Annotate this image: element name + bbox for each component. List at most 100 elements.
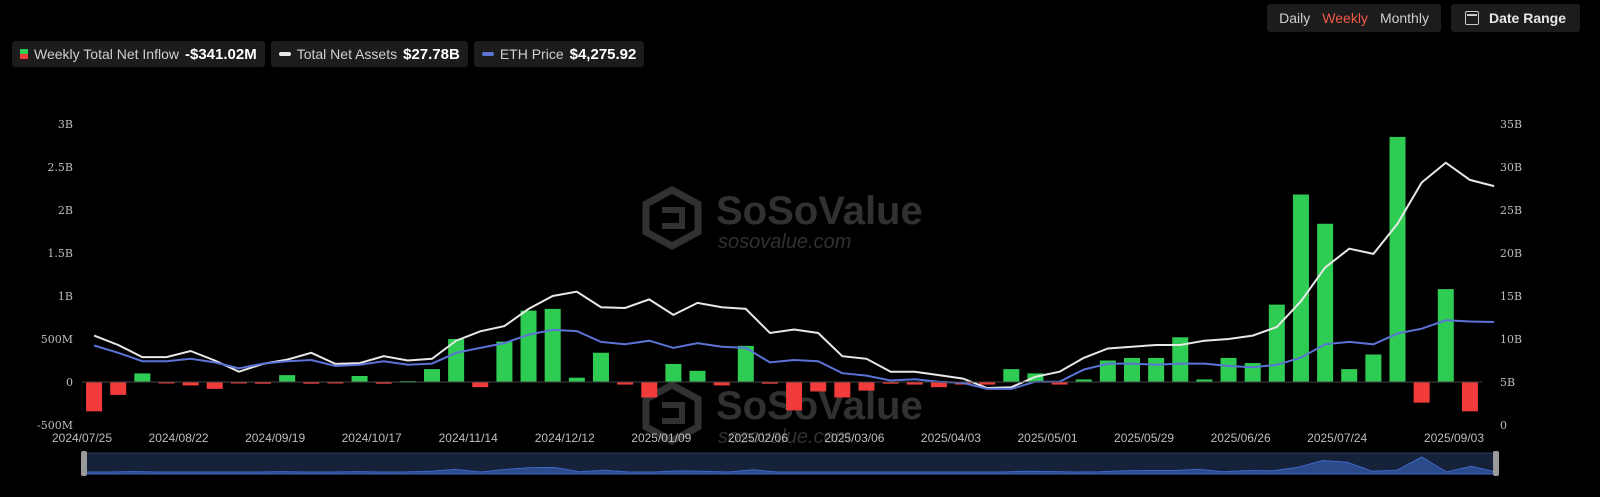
watermark-site: sosovalue.com	[718, 426, 851, 448]
inflow-bar	[1317, 223, 1334, 382]
left-axis-tick: 2B	[58, 204, 73, 217]
inflow-bar	[544, 308, 561, 382]
total-net-assets-line	[93, 161, 1495, 390]
inflow-bar	[182, 382, 199, 386]
inflow-bar	[641, 382, 658, 398]
sosovalue-logo-icon	[662, 402, 685, 424]
inflow-bar	[737, 345, 754, 382]
inflow-bar	[568, 377, 585, 382]
x-axis-tick: 2024/12/12	[535, 431, 595, 445]
inflow-bar	[858, 382, 875, 391]
inflow-bar	[592, 352, 609, 382]
inflow-bar	[930, 382, 947, 388]
inflow-bar	[1172, 337, 1189, 382]
inflow-bar	[761, 382, 778, 384]
x-axis-tick: 2025/02/06	[728, 431, 788, 445]
inflow-bar	[520, 310, 537, 382]
inflow-bar	[1461, 382, 1478, 412]
axes: 3B 2.5B 2B 1.5B 1B 500M 0 -500M 35B 30B 25B 20B 15B 1…	[37, 118, 1522, 445]
inflow-bar	[255, 382, 272, 384]
inflow-bar	[472, 382, 489, 388]
date-range-label: Date Range	[1488, 10, 1566, 26]
inflow-bar	[1413, 382, 1430, 403]
inflow-bar	[617, 382, 634, 385]
period-selector: Daily Weekly Monthly	[1267, 4, 1441, 32]
range-scroller[interactable]	[81, 451, 1499, 476]
x-axis-tick: 2025/03/06	[824, 431, 884, 445]
inflow-bar	[1099, 360, 1116, 382]
inflow-bar	[1292, 194, 1309, 382]
sosovalue-logo-icon	[642, 381, 702, 445]
inflow-bar	[303, 382, 320, 384]
line-swatch-icon	[481, 52, 494, 56]
inflow-bars	[86, 136, 1478, 412]
x-axis-tick: 2025/01/09	[631, 431, 691, 445]
left-axis-tick: 0	[66, 376, 73, 389]
inflow-bar	[689, 370, 706, 382]
legend-inflow-value: -$341.02M	[185, 45, 257, 63]
inflow-bar	[834, 382, 851, 398]
line-swatch-icon	[278, 52, 291, 56]
legend-inflow[interactable]: Weekly Total Net Inflow -$341.02M	[12, 41, 265, 67]
scroller-preview	[83, 456, 1497, 475]
legend: Weekly Total Net Inflow -$341.02M Total …	[12, 41, 645, 67]
toolbar: Daily Weekly Monthly Date Range	[1267, 4, 1580, 32]
inflow-bar	[279, 375, 296, 382]
right-axis-tick: 15B	[1500, 290, 1522, 303]
right-axis-tick: 20B	[1500, 247, 1522, 260]
left-axis-tick: 1.5B	[47, 247, 73, 260]
inflow-bar	[375, 382, 392, 384]
inflow-bar	[1051, 382, 1068, 385]
watermark: SoSoValuesosovalue.comSoSoValuesosovalue…	[642, 186, 923, 448]
inflow-bar	[496, 341, 513, 382]
right-axis-tick: 5B	[1500, 376, 1515, 389]
right-axis-tick: 10B	[1500, 333, 1522, 346]
legend-inflow-label: Weekly Total Net Inflow	[34, 46, 179, 62]
inflow-bar	[1437, 289, 1454, 382]
date-range-button[interactable]: Date Range	[1450, 4, 1580, 32]
x-axis-tick: 2024/11/14	[439, 431, 498, 445]
inflow-bar	[424, 369, 440, 382]
left-axis-tick: 3B	[58, 118, 73, 131]
inflow-bar	[1220, 357, 1237, 382]
inflow-bar	[1196, 379, 1213, 382]
x-axis-tick: 2025/07/24	[1307, 431, 1367, 445]
inflow-bar	[206, 382, 223, 389]
x-axis-tick: 2025/04/03	[921, 431, 981, 445]
bar-swatch-icon	[20, 49, 28, 59]
inflow-bar	[979, 382, 996, 385]
period-weekly-tab[interactable]: Weekly	[1322, 10, 1368, 26]
calendar-icon	[1464, 11, 1479, 25]
series-lines	[93, 161, 1495, 390]
inflow-bar	[1365, 354, 1382, 382]
inflow-bar	[158, 382, 175, 384]
x-axis-tick: 2025/05/01	[1017, 431, 1077, 445]
legend-assets-label: Total Net Assets	[296, 46, 398, 62]
period-monthly-tab[interactable]: Monthly	[1379, 10, 1429, 26]
x-axis-tick: 2025/09/03	[1424, 431, 1484, 445]
inflow-bar	[1003, 369, 1020, 382]
inflow-bar	[351, 375, 368, 382]
inflow-bar	[230, 382, 247, 384]
right-axis-tick: 25B	[1500, 204, 1522, 217]
legend-price[interactable]: ETH Price $4,275.92	[473, 41, 645, 67]
right-axis-tick: 35B	[1500, 118, 1522, 131]
period-daily-tab[interactable]: Daily	[1279, 10, 1311, 26]
inflow-bar	[1075, 379, 1092, 382]
inflow-bar	[786, 382, 803, 411]
inflow-bar	[1268, 304, 1285, 382]
eth-price-line	[93, 319, 1495, 390]
left-axis-tick: 1B	[58, 290, 73, 303]
inflow-bar	[665, 363, 682, 382]
inflow-bar	[1148, 357, 1165, 382]
inflow-bar	[86, 382, 103, 412]
inflow-bar	[110, 382, 127, 395]
inflow-bar	[134, 373, 151, 382]
x-axis-tick: 2024/10/17	[342, 431, 402, 445]
inflow-bar	[713, 382, 730, 386]
x-axis-tick: 2024/07/25	[52, 431, 112, 445]
legend-assets[interactable]: Total Net Assets $27.78B	[270, 41, 468, 67]
inflow-bar	[810, 382, 827, 392]
inflow-bar	[448, 339, 465, 382]
